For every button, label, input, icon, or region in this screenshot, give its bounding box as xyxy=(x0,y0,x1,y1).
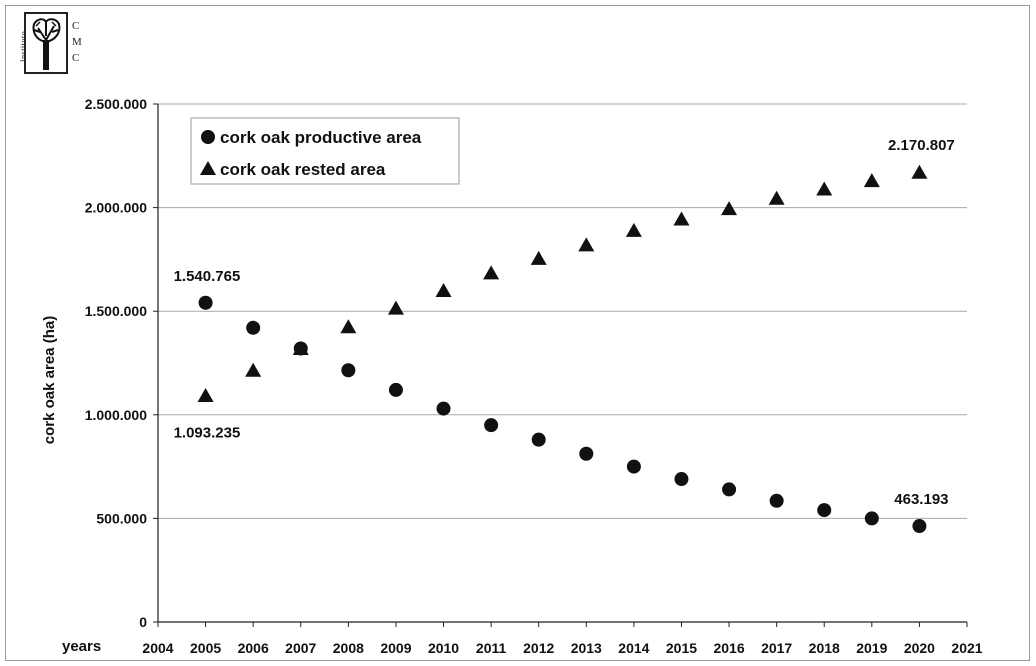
rested-area-point xyxy=(578,237,595,252)
logo-letters: C M C xyxy=(72,18,82,66)
rested-area-point xyxy=(387,300,404,315)
rested-area-point xyxy=(340,319,357,334)
data-points xyxy=(197,164,928,534)
x-tick-label: 2020 xyxy=(904,640,935,656)
logo-letter: M xyxy=(72,36,82,48)
logo-letter: C xyxy=(72,52,80,64)
productive-area-point xyxy=(626,459,641,474)
rested-area-point xyxy=(721,201,738,216)
legend-circle-marker xyxy=(201,130,215,144)
x-tick-label: 2016 xyxy=(713,640,744,656)
productive-area-point xyxy=(579,446,594,461)
x-axis-label: years xyxy=(62,638,101,655)
productive-area-point xyxy=(912,519,927,534)
tree-icon xyxy=(32,18,61,70)
x-tick-label: 2018 xyxy=(809,640,840,656)
rested-area-point xyxy=(816,181,833,196)
x-tick-label: 2017 xyxy=(761,640,792,656)
rested-area-point xyxy=(435,282,452,297)
productive-area-point xyxy=(388,382,403,397)
x-tick-label: 2006 xyxy=(238,640,269,656)
productive-area-point xyxy=(531,432,546,447)
rested-area-point xyxy=(292,340,309,355)
rested-area-point xyxy=(197,387,214,402)
x-tick-label: 2008 xyxy=(333,640,364,656)
legend: cork oak productive area cork oak rested… xyxy=(190,117,460,185)
x-tick-label: 2019 xyxy=(856,640,887,656)
y-tick-label: 0 xyxy=(139,614,147,630)
chart-frame xyxy=(5,5,1030,661)
y-axis-label: cork oak area (ha) xyxy=(41,316,58,444)
data-label: 1.093.235 xyxy=(174,424,241,441)
data-label: 2.170.807 xyxy=(888,137,955,154)
x-tick-label: 2021 xyxy=(951,640,982,656)
productive-area-point xyxy=(246,320,261,335)
logo-letter: C xyxy=(72,20,80,32)
x-tick-label: 2005 xyxy=(190,640,221,656)
x-axis-ticks: 2004 2005 2006 2007 2008 2009 2010 2011 2012 2013… xyxy=(142,622,983,656)
productive-area-point xyxy=(674,472,689,487)
y-tick-label: 1.000.000 xyxy=(85,407,147,423)
x-tick-label: 2009 xyxy=(380,640,411,656)
data-label: 1.540.765 xyxy=(174,268,241,285)
x-tick-label: 2012 xyxy=(523,640,554,656)
rested-area-point xyxy=(483,265,500,280)
productive-area-point xyxy=(341,363,356,378)
legend-box xyxy=(190,117,460,185)
productive-area-point xyxy=(198,295,213,310)
x-tick-label: 2015 xyxy=(666,640,697,656)
rested-area-point xyxy=(768,190,785,205)
productive-area-point xyxy=(436,401,451,416)
data-labels: 1.540.765 1.093.235 463.193 2.170.807 xyxy=(174,137,955,508)
rested-area-point xyxy=(863,173,880,188)
tree-emblem-icon xyxy=(24,12,68,74)
rested-area-point xyxy=(530,250,547,265)
productive-area-point xyxy=(484,418,499,433)
rested-area-point xyxy=(911,164,928,179)
gridlines xyxy=(158,103,967,519)
data-label: 463.193 xyxy=(894,491,948,508)
axes xyxy=(157,104,967,623)
rested-area-point xyxy=(673,211,690,226)
legend-triangle-marker xyxy=(200,161,216,175)
x-tick-label: 2013 xyxy=(571,640,602,656)
x-tick-label: 2011 xyxy=(476,640,507,656)
productive-area-point xyxy=(722,482,737,497)
productive-area-point xyxy=(817,503,832,518)
x-tick-label: 2014 xyxy=(618,640,649,656)
y-axis-ticks: 0 500.000 1.000.000 1.500.000 2.000.000 2.500… xyxy=(85,96,158,630)
institute-logo: Instituto C M C xyxy=(10,12,90,80)
x-tick-label: 2007 xyxy=(285,640,316,656)
rested-area-point xyxy=(245,362,262,377)
legend-entry-productive: cork oak productive area xyxy=(220,128,422,147)
x-tick-label: 2004 xyxy=(142,640,173,656)
y-tick-label: 500.000 xyxy=(96,510,147,526)
legend-entry-rested: cork oak rested area xyxy=(220,160,386,179)
productive-area-point xyxy=(769,493,784,508)
x-tick-label: 2010 xyxy=(428,640,459,656)
y-tick-label: 2.000.000 xyxy=(85,200,147,216)
productive-area-point xyxy=(864,511,879,526)
y-tick-label: 2.500.000 xyxy=(85,96,147,112)
y-tick-label: 1.500.000 xyxy=(85,303,147,319)
rested-area-point xyxy=(625,222,642,237)
